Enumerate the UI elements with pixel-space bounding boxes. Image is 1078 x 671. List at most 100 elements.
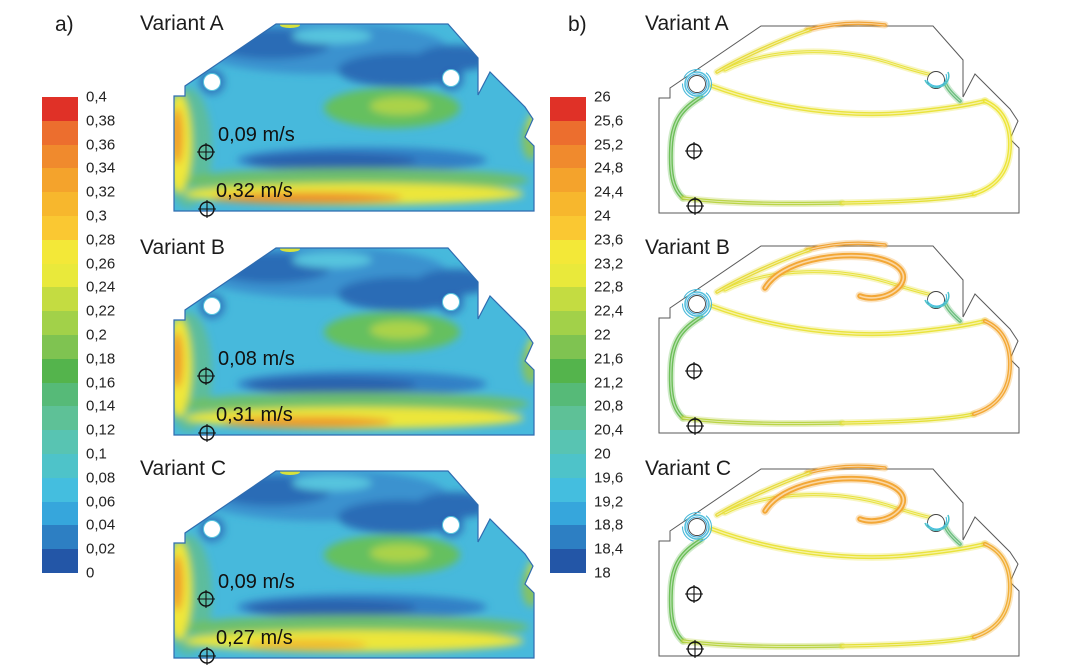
measurement-point-crosshair (197, 367, 215, 385)
temperature-scale-swatch (550, 453, 586, 478)
velocity-scale-tick-label: 0,18 (86, 350, 116, 368)
right-vent-circle (442, 69, 460, 87)
temperature-scale-tick-label: 19,6 (594, 469, 624, 487)
temperature-scale-tick-label: 20,8 (594, 397, 624, 415)
cabin-outline (173, 470, 535, 659)
velocity-scale-tick-label: 0,28 (86, 231, 116, 249)
velocity-scale-tick-label: 0,38 (86, 112, 116, 130)
velocity-scale-swatch (42, 311, 78, 335)
measurement-point-crosshair (685, 142, 703, 160)
temperature-scale-tick-label: 23,6 (594, 231, 624, 249)
a-variant-a-title: Variant A (140, 12, 224, 35)
temperature-scale-swatch (550, 287, 586, 312)
streamline-panel-variant-b (657, 239, 1027, 436)
vent-swirls (681, 288, 950, 320)
temperature-scale-tick-label: 18,4 (594, 540, 624, 558)
temperature-scale-tick-label: 20 (594, 445, 611, 463)
velocity-scale-tick-label: 0,14 (86, 397, 116, 415)
b-variant-c-title: Variant C (645, 457, 731, 480)
temperature-scale-tick-label: 20,4 (594, 421, 624, 439)
measurement-point-crosshair (686, 640, 704, 658)
velocity-scale-swatch (42, 430, 78, 454)
left-vent-circle (688, 295, 706, 313)
left-vent-circle (203, 73, 221, 91)
streamlines (667, 19, 1014, 207)
velocity-scale-swatch (42, 215, 78, 240)
velocity-contour-plot (173, 470, 535, 665)
temperature-scale-swatch (550, 97, 586, 121)
velocity-scale-tick-label: 0,2 (86, 326, 107, 344)
temperature-scale-swatch (550, 406, 586, 431)
probe-value-label: 0,09 m/s (218, 571, 295, 593)
panel-b-label: b) (568, 13, 587, 36)
temperature-scale-tick-label: 24,4 (594, 183, 624, 201)
streamlines (667, 239, 1014, 427)
streamline-plot (658, 462, 1020, 658)
streamline-plot (658, 239, 1020, 435)
temperature-scale-tick-label: 24 (594, 207, 611, 225)
velocity-scale-tick-label: 0,36 (86, 136, 116, 154)
velocity-scale-tick-label: 0,04 (86, 516, 116, 534)
cabin-outline (173, 247, 535, 436)
temperature-scale-tick-label: 26 (594, 88, 611, 106)
velocity-scale-swatch (42, 549, 78, 573)
temperature-scale-swatch (550, 263, 586, 288)
temperature-scale-tick-label: 19,2 (594, 493, 624, 511)
velocity-scale-swatch (42, 120, 78, 145)
temperature-scale-tick-label: 21,6 (594, 350, 624, 368)
velocity-colorbar: 0,4 0,38 0,36 0,34 0,32 0,3 0,28 0,26 0,24 0,22 0,… (42, 89, 152, 582)
vent-swirls (681, 68, 950, 100)
velocity-contour-plot (173, 247, 535, 442)
measurement-point-crosshair (686, 197, 704, 215)
temperature-scale-swatch (550, 239, 586, 264)
velocity-scale-swatch (42, 358, 78, 383)
temperature-scale-tick-label: 23,2 (594, 255, 624, 273)
right-vent-circle (442, 516, 460, 534)
temperature-scale-swatch (550, 192, 586, 216)
temperature-scale-swatch (550, 477, 586, 502)
a-variant-c-title: Variant C (140, 457, 226, 480)
b-variant-b-title: Variant B (645, 236, 730, 259)
velocity-scale-swatch (42, 144, 78, 169)
temperature-scale-swatch (550, 430, 586, 454)
measurement-point-crosshair (686, 417, 704, 435)
temperature-scale-swatch (550, 144, 586, 169)
velocity-scale-swatch (42, 239, 78, 264)
velocity-scale-swatches (42, 97, 78, 573)
cabin-outline (658, 245, 1020, 434)
cabin-outline (658, 25, 1020, 214)
temperature-scale-tick-label: 22,4 (594, 302, 624, 320)
streamline-panel-variant-c (657, 462, 1027, 659)
temperature-scale-swatch (550, 215, 586, 240)
velocity-scale-swatch (42, 168, 78, 193)
velocity-scale-tick-label: 0 (86, 564, 95, 582)
velocity-scale-swatch (42, 525, 78, 550)
probe-value-label: 0,32 m/s (216, 180, 293, 202)
contour-panel-variant-b: 0,08 m/s 0,31 m/s (172, 242, 542, 442)
velocity-scale-swatch (42, 263, 78, 288)
streamline-plot (658, 19, 1020, 215)
velocity-scale-tick-label: 0,4 (86, 88, 107, 106)
velocity-scale-swatch (42, 287, 78, 312)
left-vent-circle (203, 520, 221, 538)
temperature-scale-tick-label: 22,8 (594, 278, 624, 296)
velocity-scale-swatch (42, 406, 78, 431)
temperature-scale-tick-label: 25,6 (594, 112, 624, 130)
streamlines (667, 462, 1014, 650)
velocity-scale-tick-label: 0,02 (86, 540, 116, 558)
measurement-point-crosshair (197, 143, 215, 161)
temperature-scale-tick-label: 18,8 (594, 516, 624, 534)
temperature-scale-swatch (550, 120, 586, 145)
a-variant-b-title: Variant B (140, 236, 225, 259)
temperature-scale-tick-label: 18 (594, 564, 611, 582)
velocity-scale-tick-label: 0,06 (86, 493, 116, 511)
velocity-scale-tick-label: 0,26 (86, 255, 116, 273)
velocity-scale-tick-label: 0,22 (86, 302, 116, 320)
temperature-scale-swatch (550, 168, 586, 193)
left-vent-circle (203, 297, 221, 315)
measurement-point-crosshair (197, 590, 215, 608)
temperature-scale-swatch (550, 382, 586, 407)
contour-panel-variant-c: 0,09 m/s 0,27 m/s (172, 465, 542, 665)
temperature-scale-swatch (550, 334, 586, 359)
